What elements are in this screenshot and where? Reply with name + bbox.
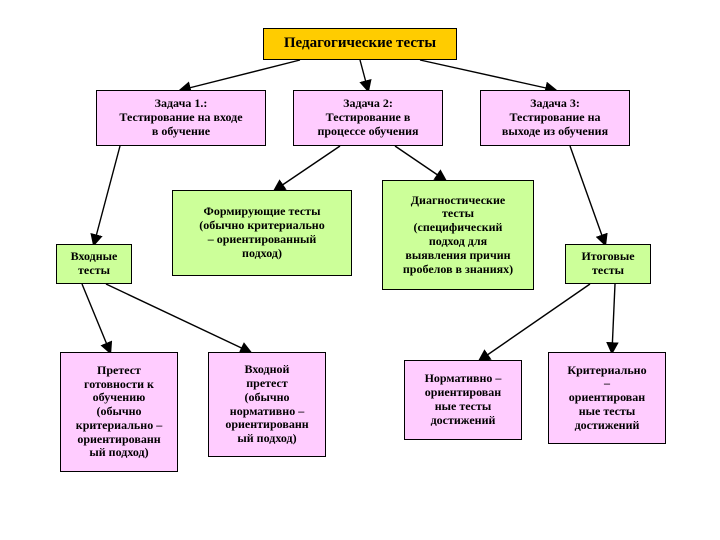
- node-title: Педагогические тесты: [263, 28, 457, 60]
- node-entry: Входныетесты: [56, 244, 132, 284]
- node-final: Итоговыетесты: [565, 244, 651, 284]
- edge-entry-inpre: [106, 284, 250, 352]
- node-diag: Диагностическиетесты(специфическийподход…: [382, 180, 534, 290]
- node-task1: Задача 1.:Тестирование на входев обучени…: [96, 90, 266, 146]
- edge-task3-final: [570, 146, 605, 244]
- node-norm: Нормативно –ориентированные тестыдостиже…: [404, 360, 522, 440]
- edge-task1-entry: [94, 146, 120, 244]
- edge-title-task2: [360, 60, 368, 90]
- node-pretest: Претестготовности кобучению(обычнокритер…: [60, 352, 178, 472]
- edge-task2-form: [275, 146, 340, 190]
- node-inpre: Входнойпретест(обычнонормативно –ориенти…: [208, 352, 326, 457]
- edge-title-task1: [181, 60, 300, 90]
- edge-final-crit: [612, 284, 615, 352]
- node-task2: Задача 2:Тестирование впроцессе обучения: [293, 90, 443, 146]
- edge-entry-pretest: [82, 284, 110, 352]
- edge-title-task3: [420, 60, 555, 90]
- edge-final-norm: [480, 284, 590, 360]
- node-crit: Критериально–ориентированные тестыдостиж…: [548, 352, 666, 444]
- node-task3: Задача 3:Тестирование навыходе из обучен…: [480, 90, 630, 146]
- node-form: Формирующие тесты(обычно критериально– о…: [172, 190, 352, 276]
- edge-task2-diag: [395, 146, 445, 180]
